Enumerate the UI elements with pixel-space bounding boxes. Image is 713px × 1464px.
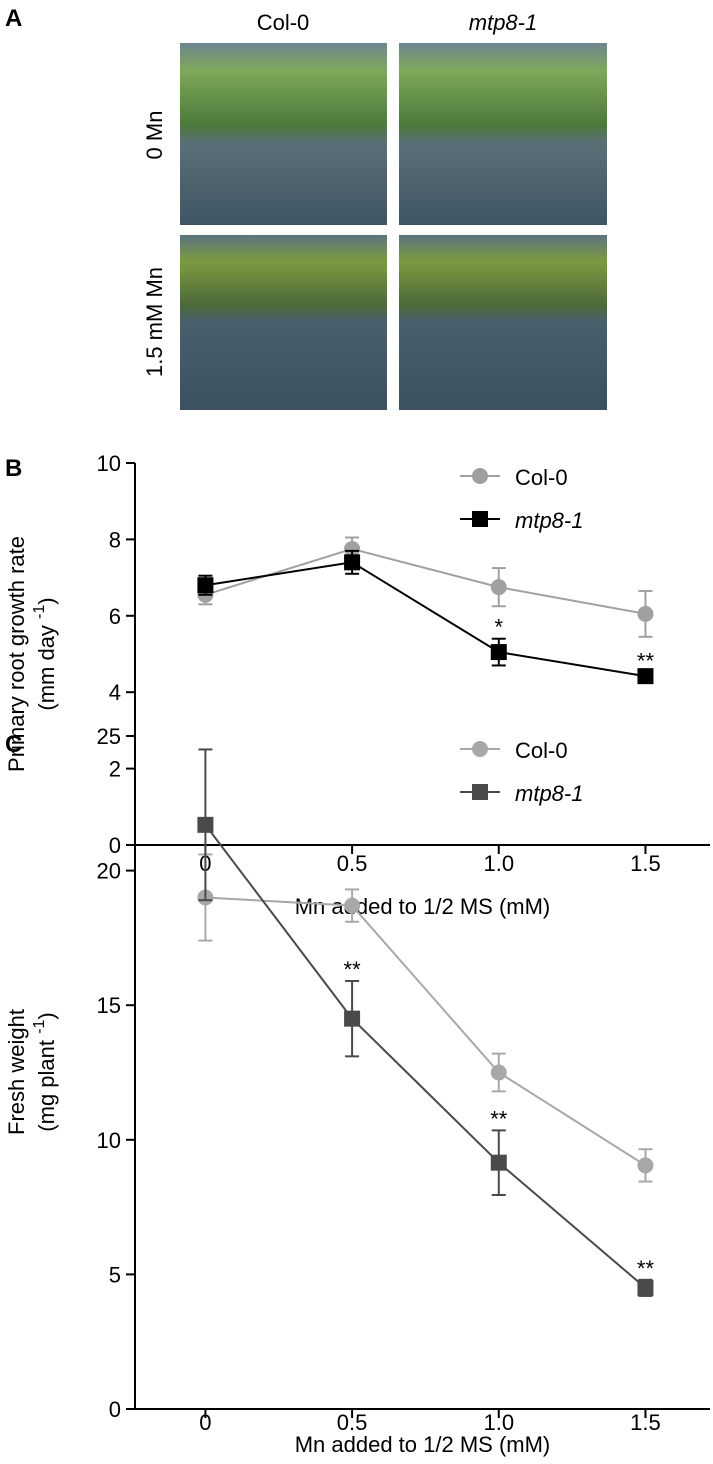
legend-marker bbox=[472, 468, 488, 484]
legend-marker bbox=[472, 741, 488, 757]
legend-marker bbox=[472, 511, 488, 527]
significance: ** bbox=[490, 1106, 508, 1131]
x-tick-label: 1.0 bbox=[483, 1410, 514, 1435]
marker bbox=[344, 554, 361, 571]
y-tick-label: 25 bbox=[97, 724, 121, 749]
legend-label: mtp8-1 bbox=[515, 781, 583, 806]
marker bbox=[197, 816, 214, 833]
y-tick-label: 10 bbox=[97, 451, 121, 476]
y-axis-label: Fresh weight bbox=[4, 1009, 29, 1135]
photo bbox=[180, 43, 387, 225]
y-tick-label: 8 bbox=[109, 527, 121, 552]
row-label: 0 Mn bbox=[142, 111, 167, 160]
y-axis-unit-exponent: -1 bbox=[31, 605, 48, 619]
panel-label: C bbox=[5, 731, 22, 758]
marker bbox=[490, 1064, 507, 1081]
x-tick-label: 1.5 bbox=[630, 851, 661, 876]
marker bbox=[490, 644, 507, 661]
column-label: Col-0 bbox=[257, 10, 310, 35]
marker bbox=[490, 1154, 507, 1171]
marker bbox=[637, 605, 654, 622]
y-tick-label: 20 bbox=[97, 859, 121, 884]
significance: * bbox=[494, 615, 503, 640]
y-axis-unit-close: ) bbox=[34, 597, 59, 604]
y-axis-label: Primary root growth rate bbox=[4, 536, 29, 772]
panel-label: A bbox=[5, 5, 22, 32]
x-tick-label: 0 bbox=[199, 1410, 211, 1435]
marker bbox=[490, 579, 507, 596]
significance: ** bbox=[637, 1256, 655, 1281]
y-axis-unit-text: (mg plant bbox=[34, 1034, 59, 1132]
column-label: mtp8-1 bbox=[469, 10, 537, 35]
photo bbox=[399, 235, 607, 410]
legend-label: mtp8-1 bbox=[515, 508, 583, 533]
series-line bbox=[204, 824, 647, 1289]
x-tick-label: 0.5 bbox=[337, 1410, 368, 1435]
y-tick-label: 10 bbox=[97, 1128, 121, 1153]
y-axis-unit: (mm day -1) bbox=[31, 597, 59, 710]
y-axis-unit-close: ) bbox=[34, 1012, 59, 1019]
panel-label: B bbox=[5, 455, 22, 482]
y-tick-label: 5 bbox=[109, 1262, 121, 1287]
x-tick-label: 1.5 bbox=[630, 1410, 661, 1435]
series-line bbox=[205, 561, 646, 678]
marker bbox=[344, 1010, 361, 1027]
marker bbox=[344, 540, 361, 557]
y-axis-unit-exponent: -1 bbox=[31, 1020, 48, 1034]
x-tick-label: 0.5 bbox=[337, 851, 368, 876]
marker bbox=[637, 1157, 654, 1174]
y-tick-label: 15 bbox=[97, 993, 121, 1018]
x-axis-label: Mn added to 1/2 MS (mM) bbox=[295, 894, 551, 919]
x-tick-label: 1.0 bbox=[483, 851, 514, 876]
series-line bbox=[205, 896, 646, 1167]
series-line bbox=[205, 547, 646, 615]
marker bbox=[637, 668, 654, 685]
marker bbox=[197, 577, 214, 594]
significance: ** bbox=[637, 648, 655, 673]
y-axis-unit: (mg plant -1) bbox=[31, 1012, 59, 1131]
y-tick-label: 4 bbox=[109, 680, 121, 705]
marker bbox=[637, 1279, 654, 1296]
marker bbox=[344, 897, 361, 914]
row-label: 1.5 mM Mn bbox=[142, 267, 167, 377]
legend-marker bbox=[472, 784, 488, 800]
legend-label: Col-0 bbox=[515, 465, 568, 490]
y-tick-label: 0 bbox=[109, 833, 121, 858]
photo bbox=[180, 235, 387, 410]
y-axis-unit-text: (mm day bbox=[34, 619, 59, 711]
photo bbox=[399, 43, 607, 225]
legend-label: Col-0 bbox=[515, 738, 568, 763]
y-tick-label: 2 bbox=[109, 757, 121, 782]
x-axis-label: Mn added to 1/2 MS (mM) bbox=[295, 1432, 551, 1457]
y-tick-label: 6 bbox=[109, 604, 121, 629]
y-tick-label: 0 bbox=[109, 1397, 121, 1422]
significance: ** bbox=[344, 957, 362, 982]
